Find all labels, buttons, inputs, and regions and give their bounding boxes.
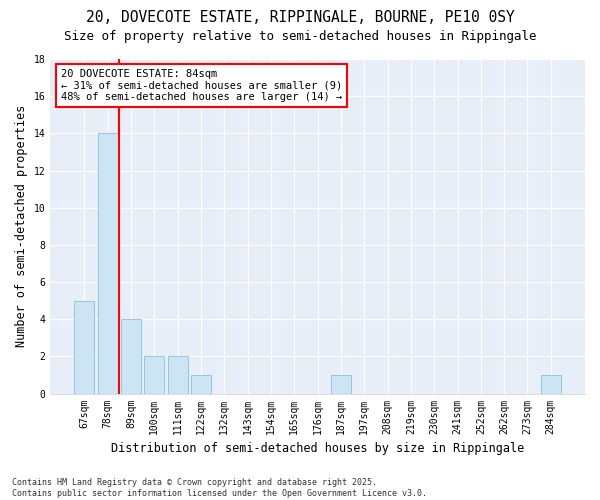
- Bar: [331, 375, 351, 394]
- Bar: [541, 375, 560, 394]
- Text: Contains HM Land Registry data © Crown copyright and database right 2025.
Contai: Contains HM Land Registry data © Crown c…: [12, 478, 427, 498]
- X-axis label: Distribution of semi-detached houses by size in Rippingale: Distribution of semi-detached houses by …: [111, 442, 524, 455]
- Bar: [191, 375, 211, 394]
- Bar: [74, 300, 94, 394]
- Bar: [98, 134, 118, 394]
- Bar: [121, 319, 141, 394]
- Text: 20 DOVECOTE ESTATE: 84sqm
← 31% of semi-detached houses are smaller (9)
48% of s: 20 DOVECOTE ESTATE: 84sqm ← 31% of semi-…: [61, 69, 342, 102]
- Bar: [145, 356, 164, 394]
- Y-axis label: Number of semi-detached properties: Number of semi-detached properties: [15, 105, 28, 348]
- Text: 20, DOVECOTE ESTATE, RIPPINGALE, BOURNE, PE10 0SY: 20, DOVECOTE ESTATE, RIPPINGALE, BOURNE,…: [86, 10, 514, 25]
- Bar: [168, 356, 188, 394]
- Text: Size of property relative to semi-detached houses in Rippingale: Size of property relative to semi-detach…: [64, 30, 536, 43]
